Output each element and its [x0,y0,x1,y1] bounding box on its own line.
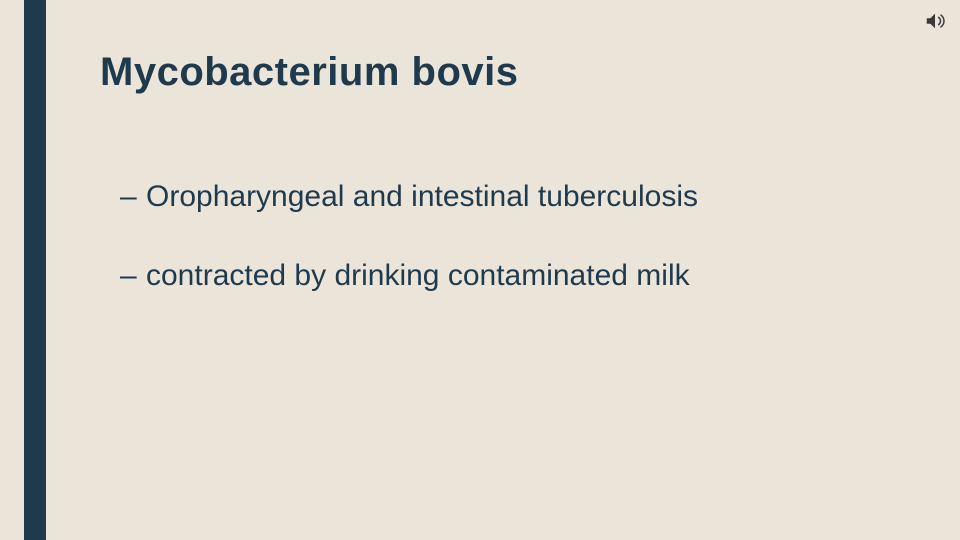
speaker-icon [924,10,946,32]
bullet-dash: – [120,259,146,293]
accent-bar [24,0,46,540]
slide-content: Mycobacterium bovis – Oropharyngeal and … [100,50,900,338]
bullet-text: Oropharyngeal and intestinal tuberculosi… [146,180,698,214]
list-item: – contracted by drinking contaminated mi… [120,259,900,293]
bullet-text: contracted by drinking contaminated milk [146,259,690,293]
slide-title: Mycobacterium bovis [100,50,900,95]
bullet-dash: – [120,180,146,214]
list-item: – Oropharyngeal and intestinal tuberculo… [120,180,900,214]
bullet-list: – Oropharyngeal and intestinal tuberculo… [100,180,900,293]
